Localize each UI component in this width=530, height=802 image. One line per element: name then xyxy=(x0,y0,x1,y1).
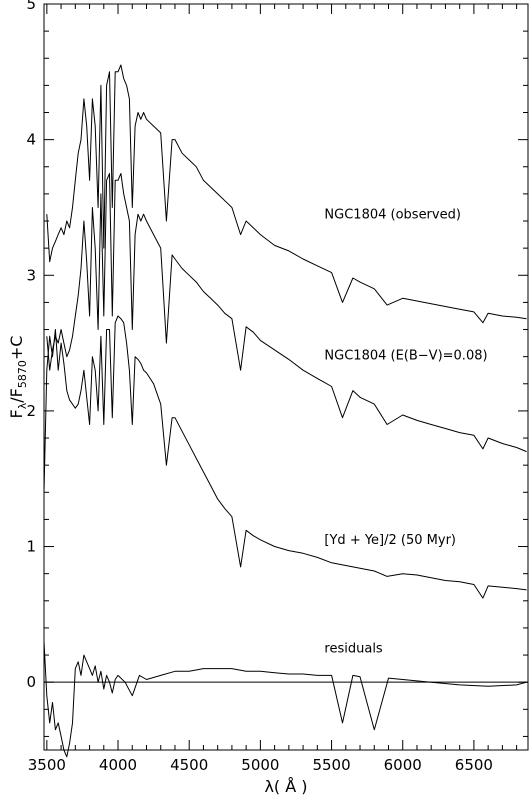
x-tick-label: 6000 xyxy=(384,756,422,774)
series-annotation: [Yd + Ye]/2 (50 Myr) xyxy=(324,533,456,548)
x-tick-label: 4500 xyxy=(170,756,208,774)
y-label-sub2: 5870 xyxy=(16,360,29,388)
series-annotation: residuals xyxy=(324,641,383,656)
y-label-slash: /F xyxy=(7,388,26,403)
series-line-2 xyxy=(46,173,527,453)
y-tick-label: 5 xyxy=(26,0,36,13)
y-tick-label: 4 xyxy=(26,131,36,149)
y-label-tail: +C xyxy=(7,336,26,361)
y-tick-label: 1 xyxy=(26,538,36,556)
x-tick-label: 4000 xyxy=(99,756,137,774)
x-tick-label: 3500 xyxy=(28,756,66,774)
annotations: NGC1804 (observed) NGC1804 (E(B−V)=0.08) [… xyxy=(324,207,487,656)
tick-labels: 3500 4000 4500 5000 5500 6000 6500 0 1 2 3 4 5 xyxy=(26,0,493,774)
y-label-sub1: λ xyxy=(16,402,29,409)
x-axis-title: λ( Å ) xyxy=(264,777,307,796)
y-axis-title: Fλ/F5870+C xyxy=(7,336,29,419)
y-tick-label: 3 xyxy=(26,266,36,284)
x-tick-label: 5500 xyxy=(312,756,350,774)
svg-text:Fλ/F5870+C: Fλ/F5870+C xyxy=(7,336,29,419)
y-tick-label: 2 xyxy=(26,402,36,420)
series-line-3 xyxy=(43,315,527,599)
series-line-4 xyxy=(43,641,527,758)
spectra-series xyxy=(43,64,527,758)
series-annotation: NGC1804 (E(B−V)=0.08) xyxy=(324,348,487,363)
plot-frame xyxy=(43,3,529,751)
series-line-1 xyxy=(46,64,527,324)
axis-ticks xyxy=(44,3,528,750)
y-tick-label: 0 xyxy=(26,673,36,691)
x-tick-label: 5000 xyxy=(241,756,279,774)
x-tick-label: 6500 xyxy=(455,756,493,774)
series-annotation: NGC1804 (observed) xyxy=(324,207,461,222)
y-label-main: F xyxy=(7,409,26,418)
